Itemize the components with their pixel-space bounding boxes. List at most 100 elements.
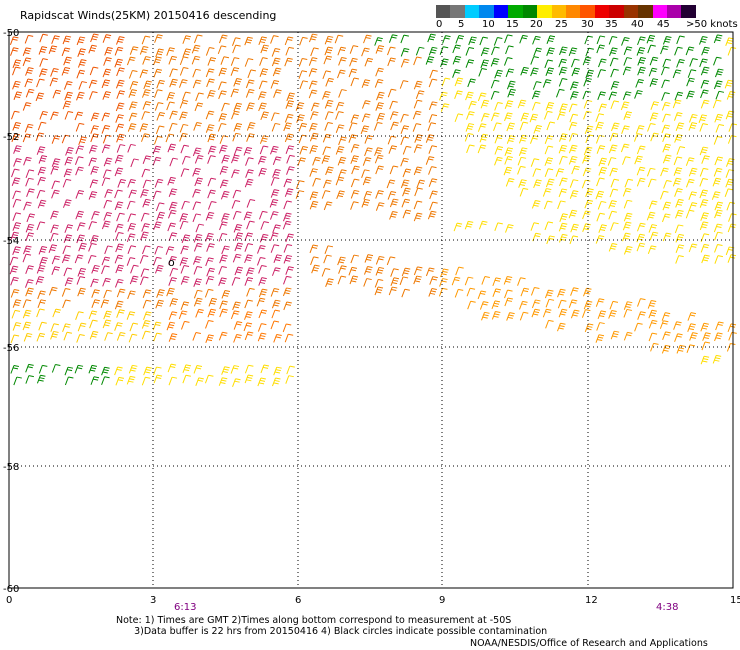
wind-barb — [207, 308, 217, 318]
wind-barb — [283, 301, 292, 311]
wind-barb — [126, 233, 136, 243]
wind-barb — [37, 290, 46, 300]
wind-barb — [687, 312, 697, 321]
wind-barb — [400, 34, 409, 44]
wind-barb — [62, 245, 71, 255]
wind-barb — [233, 122, 243, 132]
wind-barb — [218, 331, 228, 341]
wind-barb — [75, 145, 84, 155]
wind-barb — [468, 100, 477, 110]
wind-barb — [142, 299, 152, 309]
wind-barb — [375, 266, 385, 276]
wind-barb — [490, 90, 500, 100]
wind-barb — [557, 322, 566, 332]
wind-barb — [139, 255, 149, 264]
wind-barb — [310, 256, 319, 266]
wind-barb — [141, 320, 151, 329]
wind-barb — [218, 277, 227, 287]
wind-barb — [610, 222, 619, 231]
wind-barb — [622, 187, 632, 197]
wind-barb — [153, 332, 162, 342]
wind-barb — [89, 319, 98, 329]
wind-barb — [660, 45, 669, 55]
wind-barb — [126, 311, 136, 320]
wind-barb — [621, 37, 630, 46]
wind-barb — [701, 341, 711, 351]
wind-barb — [233, 223, 243, 233]
wind-barb — [246, 199, 256, 208]
wind-barb — [439, 46, 449, 55]
wind-barb — [480, 99, 490, 109]
wind-barb — [348, 122, 358, 132]
wind-barb — [531, 90, 541, 100]
wind-barb — [609, 57, 619, 67]
wind-barb — [141, 89, 151, 98]
wind-barb — [75, 190, 85, 199]
wind-barb — [51, 255, 61, 265]
wind-barb — [207, 155, 216, 164]
wind-barb — [233, 321, 243, 330]
wind-barb — [139, 123, 149, 132]
wind-barb — [114, 167, 124, 177]
wind-barb — [312, 156, 321, 166]
wind-barb — [389, 198, 399, 208]
wind-barb — [89, 91, 98, 100]
wind-barb — [36, 308, 45, 318]
wind-barb — [217, 45, 227, 55]
wind-barb — [570, 223, 579, 233]
wind-barb — [259, 233, 269, 243]
wind-barb — [298, 70, 308, 79]
wind-barb — [672, 99, 682, 109]
wind-barb — [169, 267, 178, 277]
legend-label: 5 — [458, 19, 465, 30]
wind-barb — [637, 36, 646, 46]
wind-barb — [180, 168, 190, 177]
wind-barb — [206, 243, 215, 252]
wind-barb — [350, 144, 360, 153]
wind-barb — [596, 44, 605, 54]
wind-barb — [155, 125, 165, 135]
wind-barb — [520, 287, 530, 297]
wind-barb — [648, 67, 658, 77]
wind-barb — [75, 166, 84, 176]
wind-barb — [454, 113, 464, 123]
wind-barb — [64, 376, 74, 386]
wind-barb — [260, 221, 269, 230]
wind-barb — [413, 99, 423, 109]
wind-barb — [622, 156, 631, 165]
wind-barb — [169, 68, 178, 78]
wind-barb — [295, 190, 305, 199]
y-tick-label: -54 — [3, 236, 19, 247]
wind-barb — [129, 81, 139, 90]
wind-barb — [494, 222, 503, 232]
wind-barb — [310, 47, 319, 57]
wind-barb — [529, 135, 539, 144]
wind-barb — [115, 264, 124, 274]
wind-barb — [725, 158, 735, 167]
wind-barb — [142, 56, 151, 65]
wind-barb — [219, 179, 229, 189]
wind-barb — [675, 233, 685, 243]
wind-barb — [413, 212, 423, 222]
wind-barb — [675, 255, 684, 264]
wind-barb — [193, 233, 203, 243]
wind-barb — [88, 157, 97, 167]
wind-barb — [324, 122, 333, 131]
wind-barb — [335, 176, 345, 186]
wind-barb — [648, 224, 658, 233]
wind-barb — [427, 210, 437, 220]
wind-barb — [61, 288, 71, 297]
wind-barb — [518, 179, 527, 188]
wind-barb — [633, 133, 643, 142]
wind-barb — [139, 69, 149, 79]
wind-barb — [466, 144, 475, 154]
wind-barb — [114, 58, 123, 68]
wind-barb — [595, 134, 605, 144]
wind-barb — [637, 311, 646, 320]
wind-barb — [48, 244, 58, 253]
wind-barb — [114, 154, 124, 164]
wind-barb — [622, 91, 632, 100]
wind-barb — [153, 221, 162, 231]
wind-barb — [192, 332, 201, 341]
wind-barb — [101, 177, 111, 187]
